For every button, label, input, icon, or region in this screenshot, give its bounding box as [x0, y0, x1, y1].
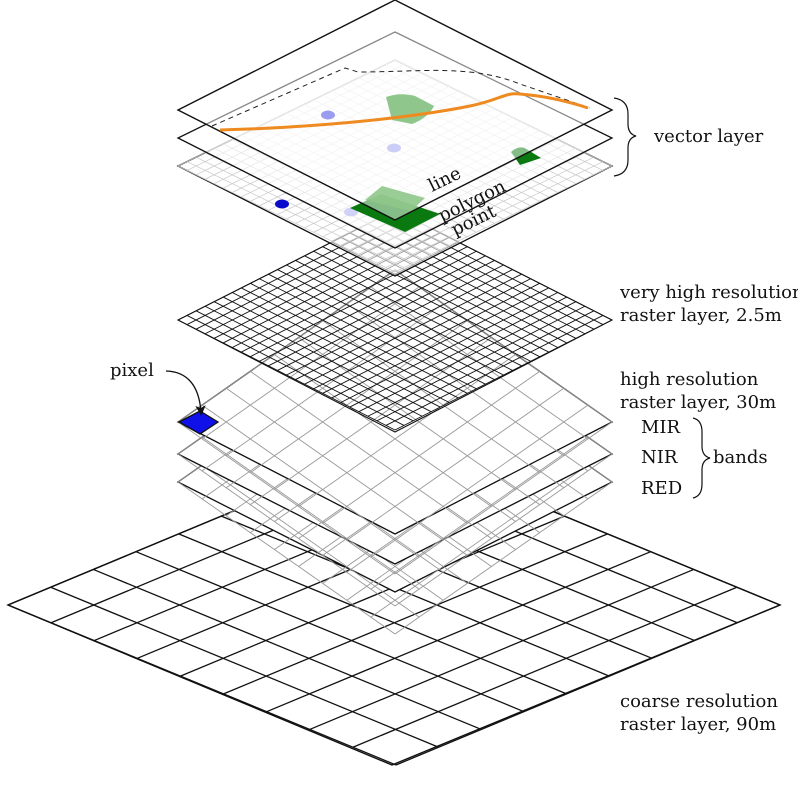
band-label-mir: MIR: [641, 417, 681, 438]
point-faint-grid-line: [385, 161, 604, 268]
dashed-line-feature: [211, 67, 591, 127]
band-mir-grid-line: [346, 387, 565, 541]
band-nir-grid-line: [394, 453, 613, 607]
pixel-cell: [177, 410, 220, 435]
high-resolution-label-line-2: raster layer, 30m: [620, 392, 776, 413]
point-feature-light-top: [321, 110, 335, 120]
coarse-grid-line: [135, 551, 525, 713]
band-nir-grid-line: [201, 436, 420, 590]
band-mir-grid-line: [250, 320, 468, 474]
coarse-grid-line: [178, 533, 567, 695]
band-label-nir: NIR: [641, 447, 678, 468]
vhr-grid-line: [186, 315, 405, 426]
line-feature: [219, 92, 589, 132]
vhr-grid-line: [195, 310, 414, 422]
band-mir-grid-line: [346, 303, 565, 457]
bands-label: bands: [713, 447, 768, 468]
band-mir-grid-line: [201, 404, 420, 558]
very-high-resolution-label-line-2: raster layer, 2.5m: [620, 305, 782, 326]
band-mir-grid-line: [250, 370, 468, 524]
point-faint-grid-line: [177, 165, 396, 273]
coarse-resolution-label-line-1: coarse resolution: [620, 691, 778, 712]
vector-layer-label: vector layer: [653, 126, 764, 147]
coarse-grid-line: [223, 533, 608, 695]
point-faint-grid-line: [394, 165, 613, 273]
very-high-resolution-label-line-1: very high resolution: [619, 282, 798, 303]
band-red-grid-line: [370, 464, 589, 618]
band-mir-grid-line: [274, 354, 492, 507]
coarse-grid-line: [221, 515, 610, 677]
coarse-grid-line: [309, 568, 695, 731]
band-mir-grid-line: [225, 303, 444, 457]
vhr-grid-line: [204, 305, 423, 417]
band-label-red: RED: [641, 478, 682, 499]
pixel-label: pixel: [110, 360, 154, 381]
coarse-layer-outline: [6, 444, 782, 766]
band-mir-grid-line: [177, 421, 396, 575]
coarse-resolution-label-line-2: raster layer, 90m: [620, 714, 776, 735]
band-mir-grid-line: [394, 269, 613, 423]
band-mir-grid-line: [322, 320, 540, 474]
coarse-grid-line: [93, 568, 482, 731]
band-mir-grid-line: [177, 269, 396, 423]
band-mir-grid-line: [370, 404, 589, 558]
band-mir-grid-line: [298, 354, 516, 507]
band-red-grid-line: [201, 464, 420, 618]
vhr-layer-outline: [176, 209, 614, 433]
pixel-arrow: [165, 370, 206, 416]
polygon-feature-light-large: [365, 186, 425, 211]
point-faint-grid-line: [376, 156, 595, 264]
band-layer-mir: [176, 269, 614, 575]
vhr-grid-line: [376, 310, 595, 422]
band-mir-grid: [177, 269, 613, 575]
band-mir-grid-line: [225, 387, 444, 541]
coarse-grid-line: [266, 551, 651, 713]
high-resolution-label-line-1: high resolution: [620, 369, 759, 390]
band-nir-grid-line: [370, 436, 589, 590]
vhr-grid-line: [213, 301, 432, 413]
point-feature-dark: [275, 199, 289, 209]
band-mir-grid-line: [322, 370, 540, 524]
band-red-grid-line: [177, 481, 396, 635]
band-nir-grid-line: [177, 453, 396, 607]
coarse-grid-line: [352, 586, 738, 748]
coarse-grid-line: [50, 586, 439, 748]
vhr-grid-line: [367, 305, 586, 417]
point-faint-grid-line: [186, 161, 405, 268]
point-faint-grid-line: [195, 156, 414, 264]
coarse-grid-line: [180, 515, 565, 677]
bands-brace: [692, 417, 711, 499]
vhr-grid-line: [385, 315, 604, 426]
vector-line-sheet: [176, 0, 614, 221]
band-mir-grid-line: [394, 421, 613, 575]
vector-layer-brace: [613, 97, 637, 177]
band-red-grid-line: [394, 481, 613, 635]
